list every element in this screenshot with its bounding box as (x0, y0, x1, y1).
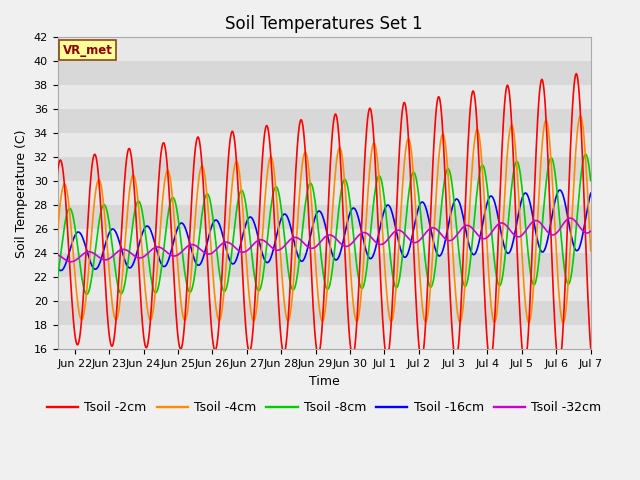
Bar (58, 181, 591, 205)
Y-axis label: Soil Temperature (C): Soil Temperature (C) (15, 129, 28, 258)
Bar (58, 277, 591, 301)
Bar (58, 85, 591, 109)
Legend: Tsoil -2cm, Tsoil -4cm, Tsoil -8cm, Tsoil -16cm, Tsoil -32cm: Tsoil -2cm, Tsoil -4cm, Tsoil -8cm, Tsoi… (42, 396, 607, 419)
Title: Soil Temperatures Set 1: Soil Temperatures Set 1 (225, 15, 423, 33)
X-axis label: Time: Time (308, 374, 339, 387)
Bar (58, 133, 591, 157)
Bar (58, 229, 591, 253)
Bar (58, 37, 591, 61)
Bar (58, 325, 591, 349)
Text: VR_met: VR_met (63, 44, 113, 57)
